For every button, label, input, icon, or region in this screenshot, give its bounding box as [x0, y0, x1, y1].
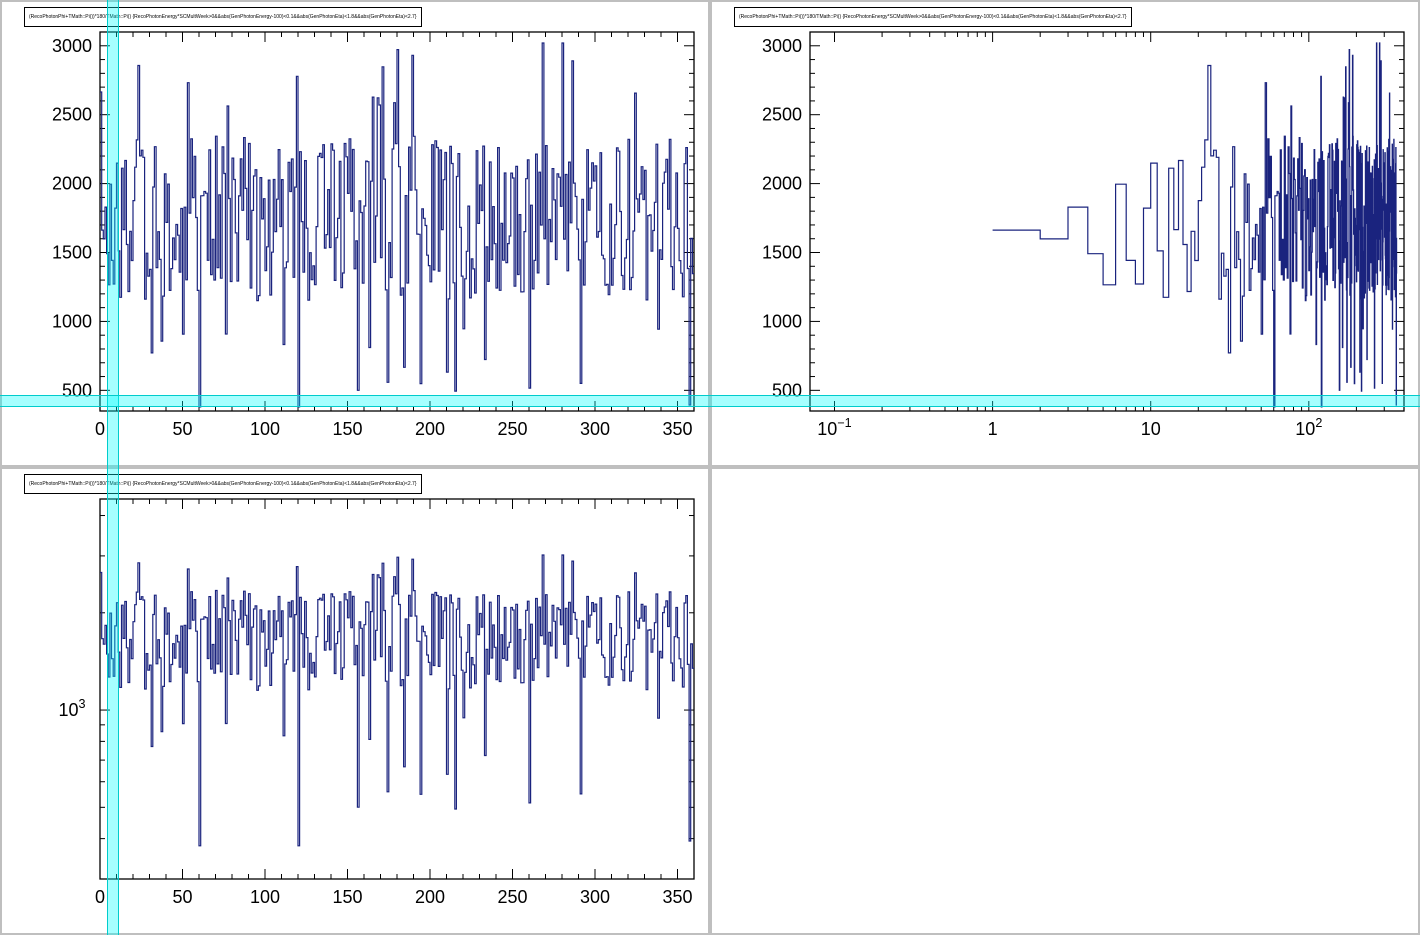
svg-text:3000: 3000	[52, 36, 92, 56]
pad-0[interactable]: (RecoPhotonPhi+TMath::Pi())*180/TMath::P…	[0, 0, 710, 467]
svg-text:200: 200	[415, 419, 445, 439]
pad-3-empty[interactable]	[710, 467, 1420, 935]
svg-text:500: 500	[62, 380, 92, 400]
pad-2[interactable]: (RecoPhotonPhi+TMath::Pi())*180/TMath::P…	[0, 467, 710, 935]
svg-text:1000: 1000	[52, 311, 92, 331]
svg-text:1500: 1500	[52, 243, 92, 263]
svg-text:3000: 3000	[762, 36, 802, 56]
svg-text:200: 200	[415, 887, 445, 907]
pad-1[interactable]: (RecoPhotonPhi+TMath::Pi())*180/TMath::P…	[710, 0, 1420, 467]
svg-text:1500: 1500	[762, 243, 802, 263]
svg-text:100: 100	[250, 887, 280, 907]
svg-text:100: 100	[250, 419, 280, 439]
root-canvas: (RecoPhotonPhi+TMath::Pi())*180/TMath::P…	[0, 0, 1420, 935]
svg-text:250: 250	[497, 419, 527, 439]
plot-svg: 0 50 100 150 200 250 300 350 103	[2, 469, 712, 937]
svg-text:2500: 2500	[762, 105, 802, 125]
svg-text:102: 102	[1295, 416, 1322, 439]
svg-text:2500: 2500	[52, 105, 92, 125]
svg-text:1: 1	[988, 419, 998, 439]
svg-text:300: 300	[580, 887, 610, 907]
plot-svg: 10−1 1 10 102 500 1000 1500 2000 2500 3000	[712, 2, 1420, 469]
svg-text:10: 10	[1141, 419, 1161, 439]
svg-text:10−1: 10−1	[817, 416, 851, 439]
svg-text:250: 250	[497, 887, 527, 907]
svg-text:2000: 2000	[762, 174, 802, 194]
svg-text:300: 300	[580, 419, 610, 439]
plot-svg: 0 50 100 150 200 250 300 350 500 1000 1500 2000 2500…	[2, 2, 712, 469]
svg-text:50: 50	[172, 887, 192, 907]
hist-title: (RecoPhotonPhi+TMath::Pi())*180/TMath::P…	[24, 7, 422, 27]
svg-text:103: 103	[58, 697, 85, 720]
svg-text:350: 350	[662, 887, 692, 907]
svg-text:0: 0	[95, 887, 105, 907]
svg-text:150: 150	[332, 419, 362, 439]
svg-text:0: 0	[95, 419, 105, 439]
hist-title: (RecoPhotonPhi+TMath::Pi())*180/TMath::P…	[24, 474, 422, 494]
svg-text:50: 50	[172, 419, 192, 439]
svg-text:2000: 2000	[52, 174, 92, 194]
svg-text:1000: 1000	[762, 311, 802, 331]
svg-text:150: 150	[332, 887, 362, 907]
svg-text:350: 350	[662, 419, 692, 439]
svg-text:500: 500	[772, 380, 802, 400]
hist-title: (RecoPhotonPhi+TMath::Pi())*180/TMath::P…	[734, 7, 1132, 27]
